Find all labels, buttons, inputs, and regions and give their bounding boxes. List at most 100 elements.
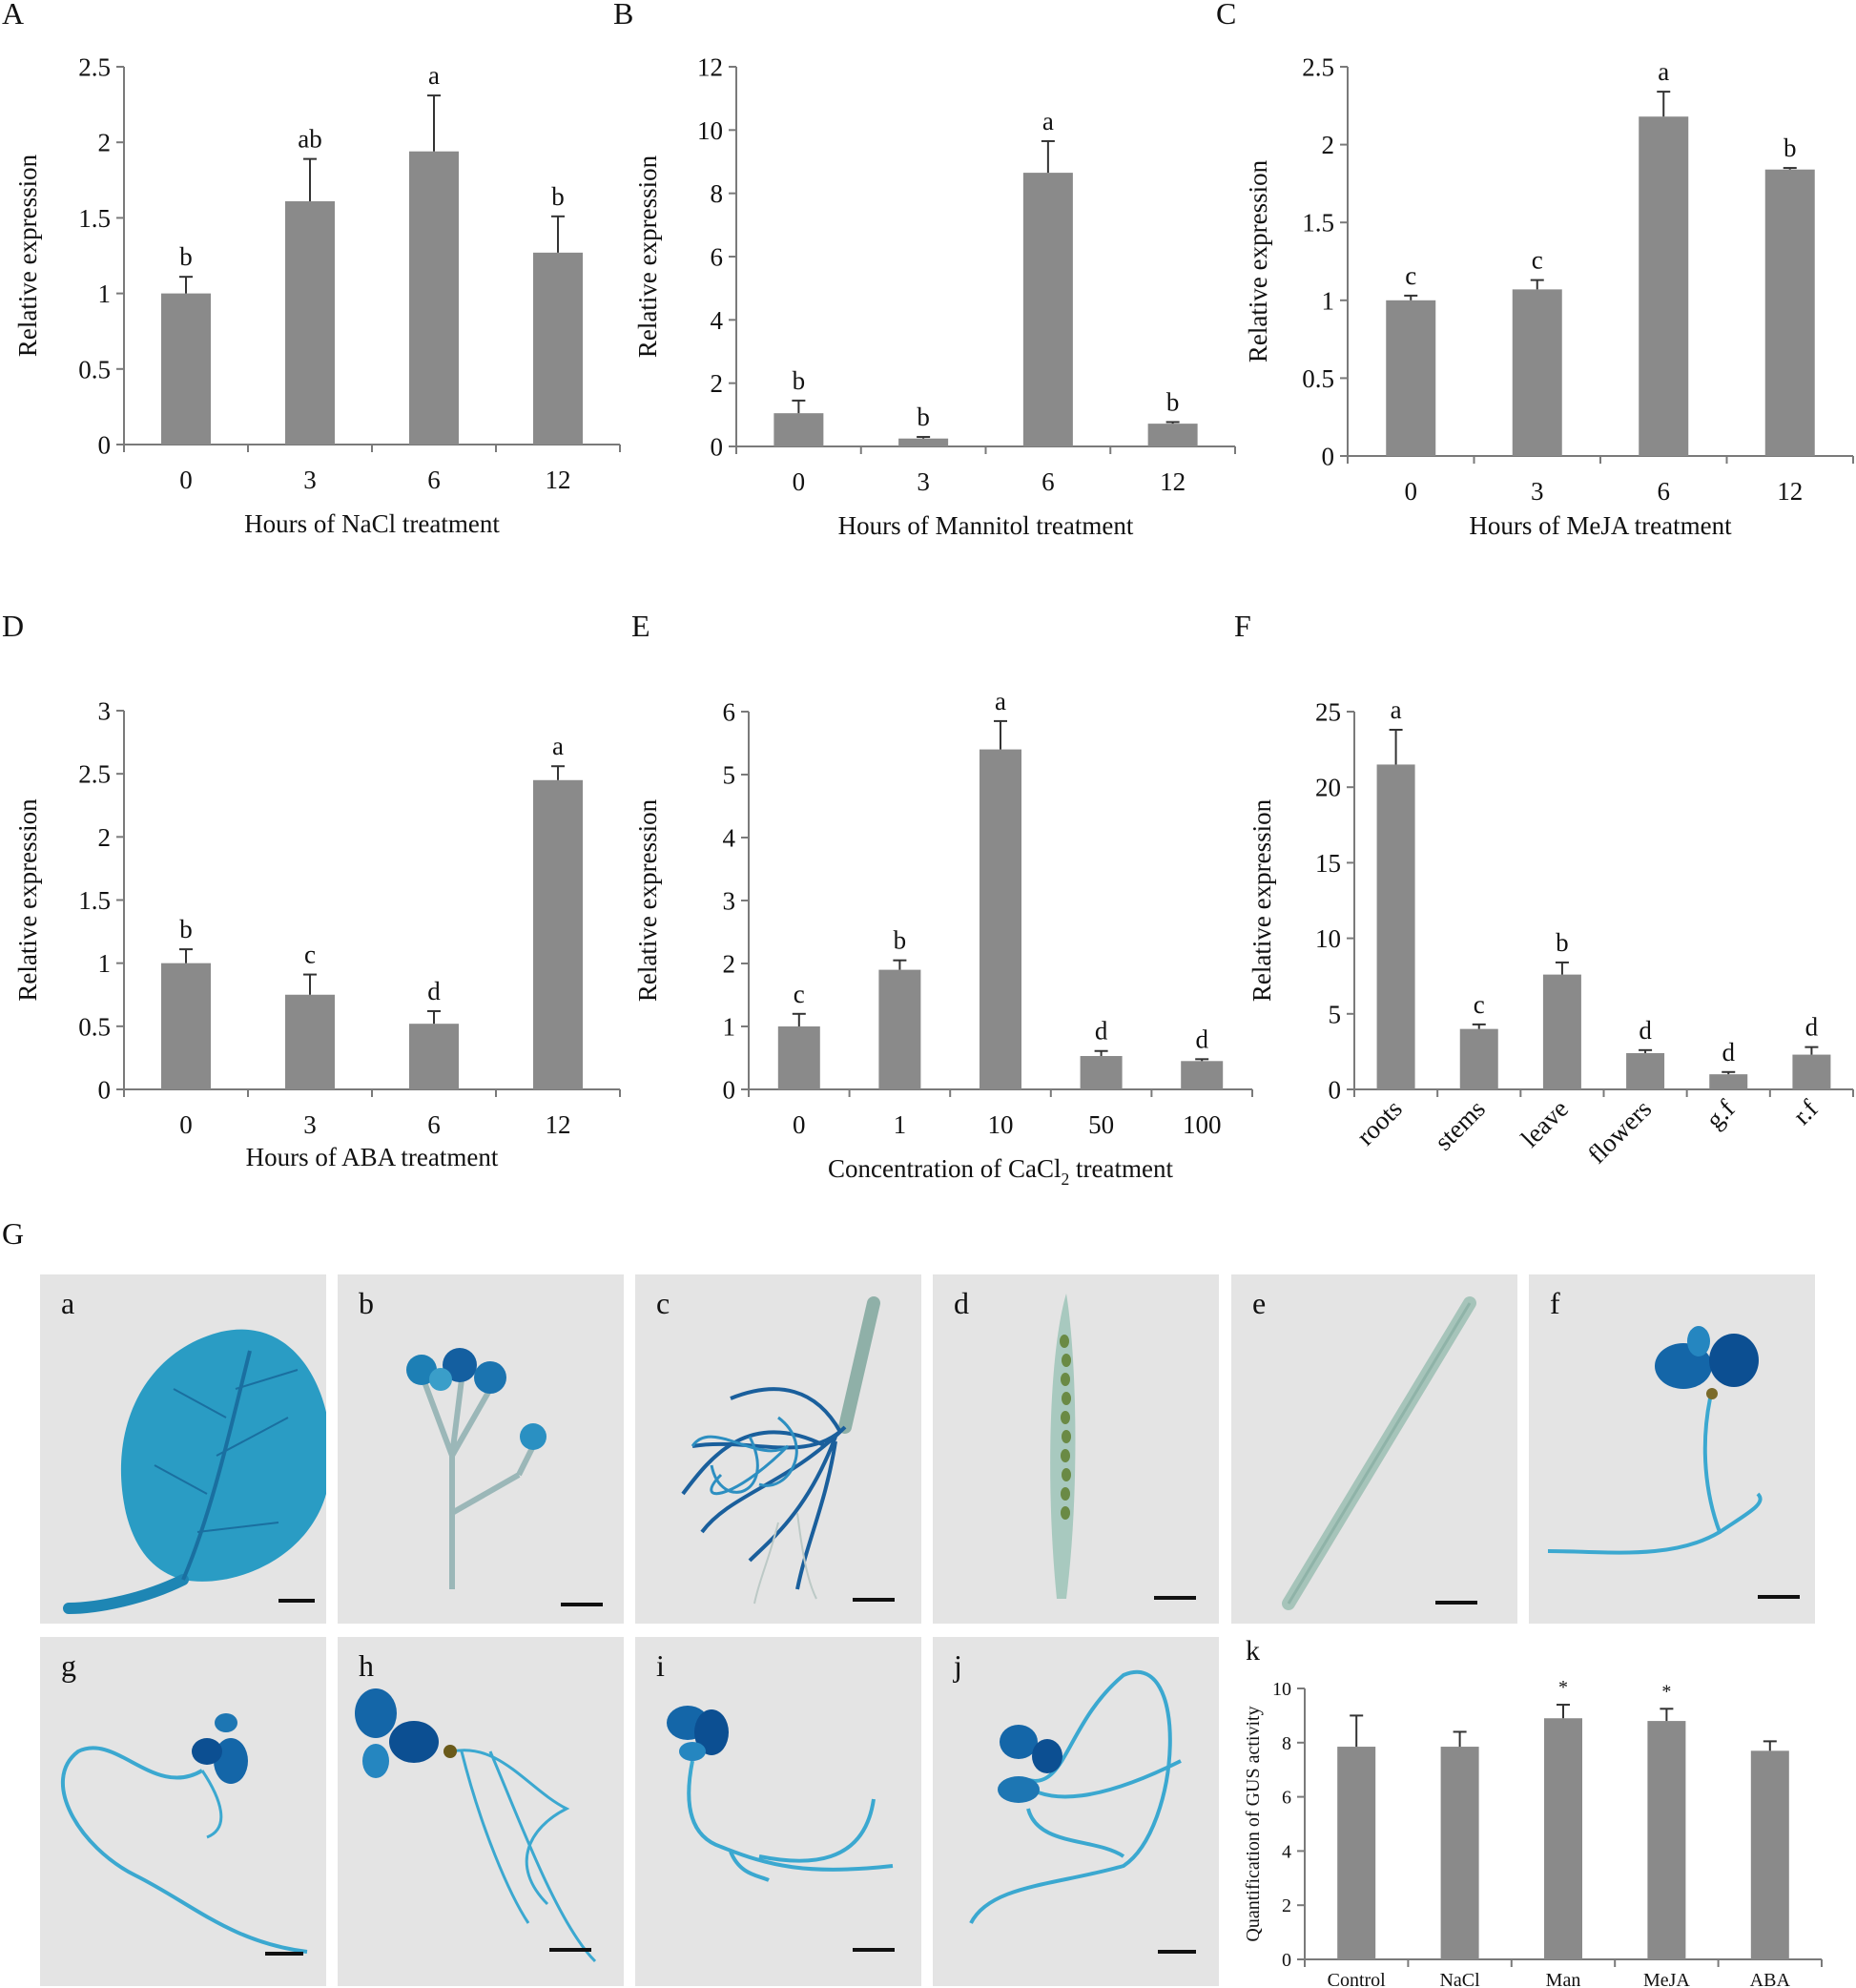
x-tick-label: ABA [1750, 1970, 1791, 1988]
x-axis-label: Hours of Mannitol treatment [838, 511, 1134, 540]
bar [1022, 173, 1073, 446]
x-axis-label-subscript: 2 [1061, 1170, 1069, 1189]
x-tick-label: g.f [1701, 1094, 1741, 1134]
x-tick-label: Man [1546, 1970, 1581, 1988]
photo-label: b [359, 1286, 374, 1320]
photo-label: h [359, 1648, 374, 1683]
bar [1542, 974, 1581, 1089]
x-tick-label: 0 [179, 466, 193, 494]
bar [1639, 116, 1689, 456]
y-tick-label: 0 [98, 430, 112, 459]
photo-panel-a: a [40, 1274, 326, 1624]
chart-F: 0 5 10 15 20 25 a roots c stems b leave d flowers d g.f… [1248, 695, 1854, 1170]
x-tick-label: 0 [793, 467, 806, 496]
y-tick-label: 0 [1322, 442, 1335, 470]
y-axis-label: Relative expression [13, 798, 42, 1002]
bar [1337, 1747, 1376, 1959]
bar [980, 749, 1021, 1089]
bar [1376, 764, 1415, 1089]
significance-letter: d [1195, 1025, 1208, 1053]
y-tick-label: 0 [723, 1075, 736, 1104]
x-axis-label-text: Hours of NaCl treatment [244, 509, 500, 538]
y-tick-label: 0 [1282, 1950, 1291, 1971]
y-axis-label: Relative expression [1248, 798, 1276, 1002]
significance-letter: c [1474, 990, 1485, 1019]
x-tick-label: 3 [303, 466, 317, 494]
significance-letter: a [995, 687, 1006, 715]
x-tick-label: 12 [546, 466, 571, 494]
photo-panel-d: d [933, 1274, 1219, 1624]
significance-letter: ab [298, 125, 321, 154]
x-axis-label: Hours of NaCl treatment [244, 509, 500, 538]
y-axis-label: Quantification of GUS activity [1243, 1706, 1264, 1941]
x-tick-label: MeJA [1643, 1970, 1690, 1988]
y-tick-label: 0 [1329, 1075, 1342, 1104]
bar [1750, 1750, 1789, 1959]
chart-k: 0 2 4 6 8 10 Control NaCl * Man * MeJA ABA Quantifica… [1243, 1677, 1823, 1988]
significance-letter: b [793, 366, 806, 395]
y-tick-label: 1 [98, 280, 112, 308]
y-tick-label: 2 [1322, 131, 1335, 159]
x-tick-label: 3 [303, 1110, 317, 1139]
bar [409, 151, 459, 445]
y-tick-label: 10 [1315, 924, 1341, 953]
y-tick-label: 20 [1315, 774, 1341, 802]
y-tick-label: 2 [98, 129, 112, 157]
x-axis-label: Hours of MeJA treatment [1469, 511, 1732, 540]
x-tick-label: 0 [793, 1110, 806, 1139]
y-tick-label: 15 [1315, 849, 1341, 878]
seedling-image [60, 1713, 308, 1954]
scale-bar [265, 1952, 303, 1956]
significance-letter: b [894, 926, 907, 955]
bar [533, 779, 583, 1089]
panel-letter-k: k [1246, 1635, 1260, 1667]
y-tick-label: 8 [1282, 1733, 1291, 1754]
bar [898, 438, 949, 446]
y-tick-label: 1.5 [78, 886, 111, 915]
significance-letter: d [427, 977, 441, 1005]
panel-letter-A: A [2, 0, 25, 31]
photo-label: j [954, 1648, 962, 1683]
panel-letter-B: B [613, 0, 634, 31]
bar [1080, 1056, 1123, 1089]
y-tick-label: 6 [711, 242, 724, 271]
bar [1512, 289, 1562, 456]
scale-bar [561, 1603, 603, 1606]
bar [878, 969, 921, 1089]
significance-letter: b [1784, 134, 1797, 162]
x-axis-label-tail: treatment [1069, 1154, 1173, 1183]
x-tick-label: Control [1328, 1970, 1387, 1988]
x-tick-label: r.f [1787, 1094, 1824, 1130]
x-axis-label-text: Concentration of CaCl [828, 1154, 1061, 1183]
significance-letter: d [1722, 1038, 1736, 1066]
bar [285, 200, 335, 445]
scale-bar [1435, 1601, 1477, 1605]
scale-bar [1758, 1595, 1800, 1599]
photo-label: g [61, 1648, 76, 1683]
chart-B: 0 2 4 6 8 10 12 b 0 b 3 a 6 b 12 Relative expression Hou… [633, 52, 1236, 540]
seedling-image [1547, 1326, 1763, 1555]
significance-letter: b [1556, 928, 1569, 957]
x-tick-label: 10 [988, 1110, 1014, 1139]
y-tick-label: 2 [98, 823, 112, 852]
bar [1626, 1052, 1665, 1089]
bar [1181, 1061, 1224, 1089]
bar [773, 413, 824, 446]
inflorescence-image [406, 1348, 546, 1589]
y-tick-label: 5 [1329, 1000, 1342, 1028]
x-axis-label-text: Hours of Mannitol treatment [838, 511, 1134, 540]
y-tick-label: 6 [723, 697, 736, 726]
y-tick-label: 10 [697, 116, 723, 145]
bar [533, 252, 583, 445]
y-tick-label: 2.5 [78, 52, 111, 81]
panel-letter-G: G [2, 1216, 25, 1251]
significance-letter: d [1639, 1016, 1652, 1045]
y-tick-label: 8 [711, 179, 724, 208]
y-tick-label: 0.5 [1302, 364, 1334, 393]
photo-panel-f: f [1529, 1274, 1815, 1624]
chart-A: 0 0.5 1 1.5 2 2.5 b 0 ab 3 a 6 b 12 Relative expressio… [13, 52, 621, 538]
seedling-image [667, 1706, 894, 1882]
chart-C: 0 0.5 1 1.5 2 2.5 c 0 c 3 a 6 b 12 Relative expression… [1244, 52, 1854, 540]
significance-letter: b [551, 182, 565, 211]
